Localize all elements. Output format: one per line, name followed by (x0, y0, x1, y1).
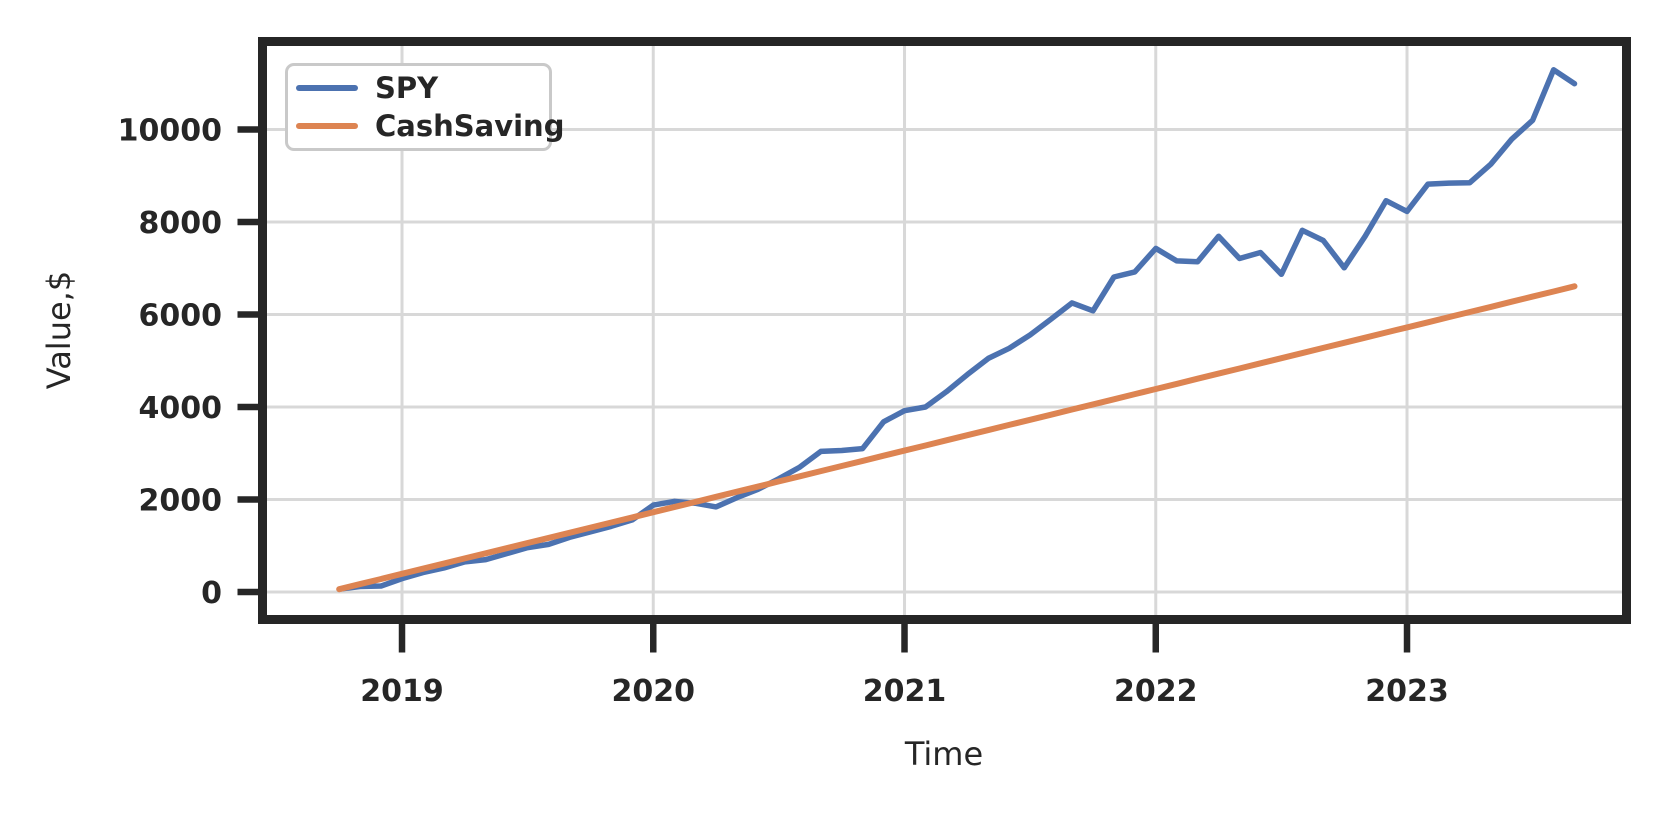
cashsaving-line (336, 283, 1578, 593)
y-tick-label: 0 (201, 576, 222, 611)
x-tick-label: 2022 (1114, 674, 1198, 709)
x-axis-label: Time (904, 735, 984, 773)
y-tick-label: 10000 (118, 114, 222, 149)
x-tick-label: 2021 (863, 674, 947, 709)
y-tick-label: 4000 (139, 391, 223, 426)
spy-line (336, 67, 1578, 592)
x-tick-label: 2023 (1365, 674, 1449, 709)
legend: SPY CashSaving (285, 63, 564, 151)
axes-frame (258, 37, 1631, 624)
y-tick-label: 6000 (139, 299, 223, 334)
cashsaving-line-swatch (296, 122, 358, 130)
y-tick-label: 8000 (139, 206, 223, 241)
x-tick-label: 2020 (612, 674, 696, 709)
x-tick-label: 2019 (360, 674, 444, 709)
legend-item-spy: SPY (296, 73, 549, 103)
y-axis-label: Value,$ (40, 270, 78, 390)
spy-line-swatch (296, 84, 358, 92)
legend-label-cashsaving: CashSaving (375, 108, 565, 143)
y-tick-label: 2000 (139, 484, 223, 519)
legend-label-spy: SPY (375, 70, 439, 105)
legend-item-cashsaving: CashSaving (296, 111, 564, 141)
